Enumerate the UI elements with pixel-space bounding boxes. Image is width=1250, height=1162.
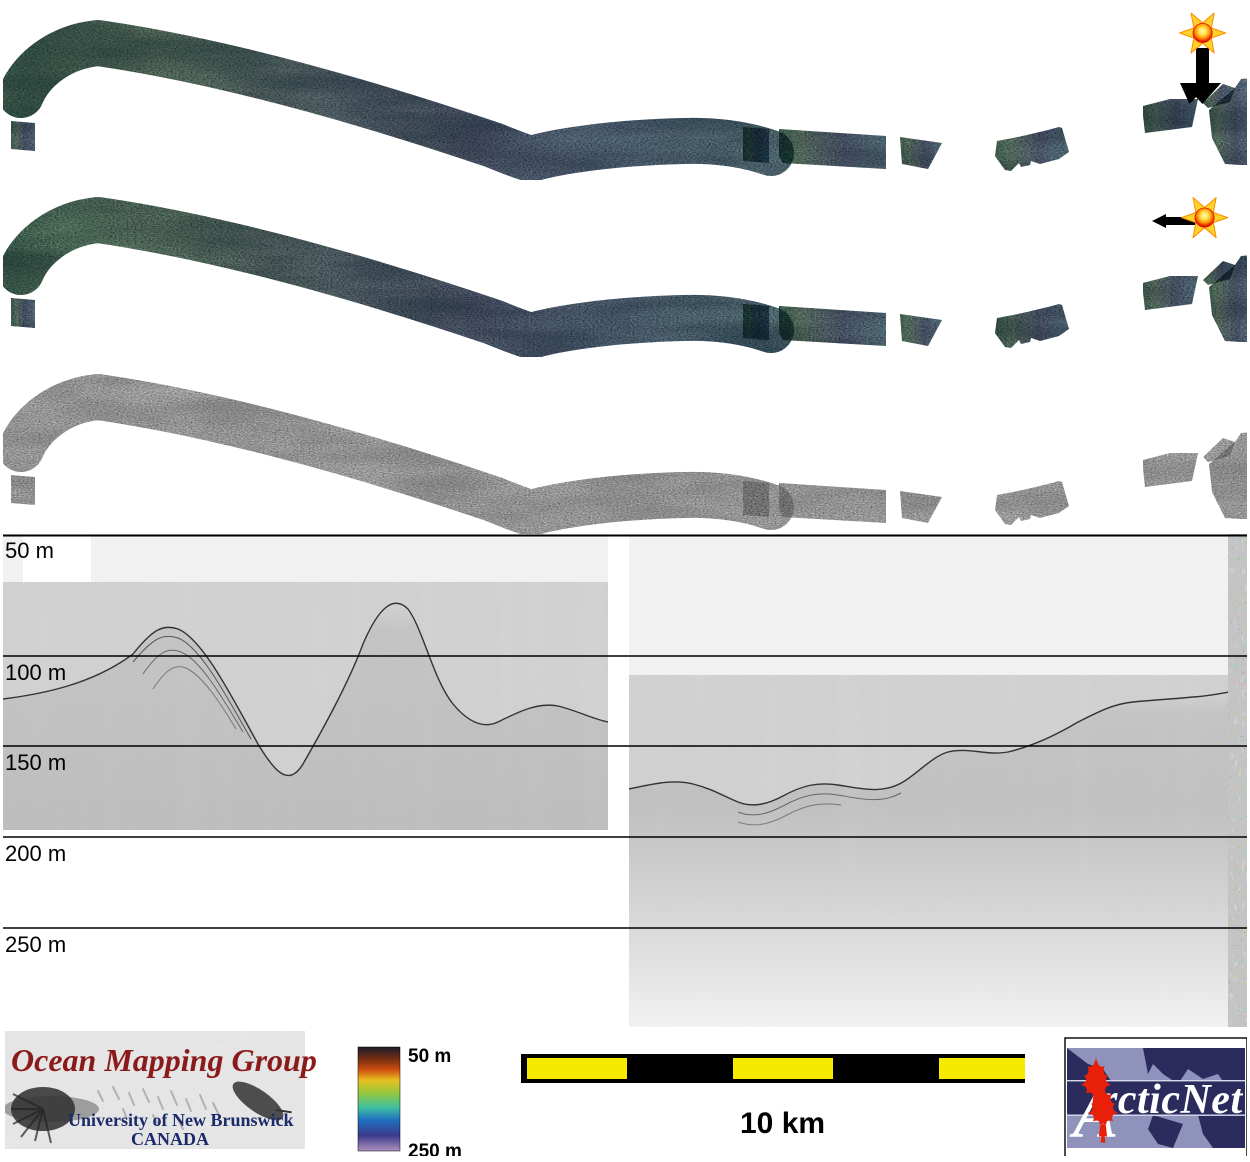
svg-text:200 m: 200 m <box>5 841 66 866</box>
svg-text:CANADA: CANADA <box>131 1129 209 1149</box>
svg-text:250 m: 250 m <box>408 1141 462 1156</box>
svg-text:250 m: 250 m <box>5 932 66 957</box>
svg-text:50 m: 50 m <box>5 538 54 563</box>
svg-text:University of New Brunswick: University of New Brunswick <box>68 1110 294 1130</box>
svg-text:50 m: 50 m <box>408 1046 451 1067</box>
svg-text:rcticNet: rcticNet <box>1101 1077 1243 1123</box>
svg-text:Ocean Mapping Group: Ocean Mapping Group <box>11 1042 317 1078</box>
svg-text:10 km: 10 km <box>740 1107 825 1140</box>
svg-text:100 m: 100 m <box>5 660 66 685</box>
svg-text:150 m: 150 m <box>5 750 66 775</box>
